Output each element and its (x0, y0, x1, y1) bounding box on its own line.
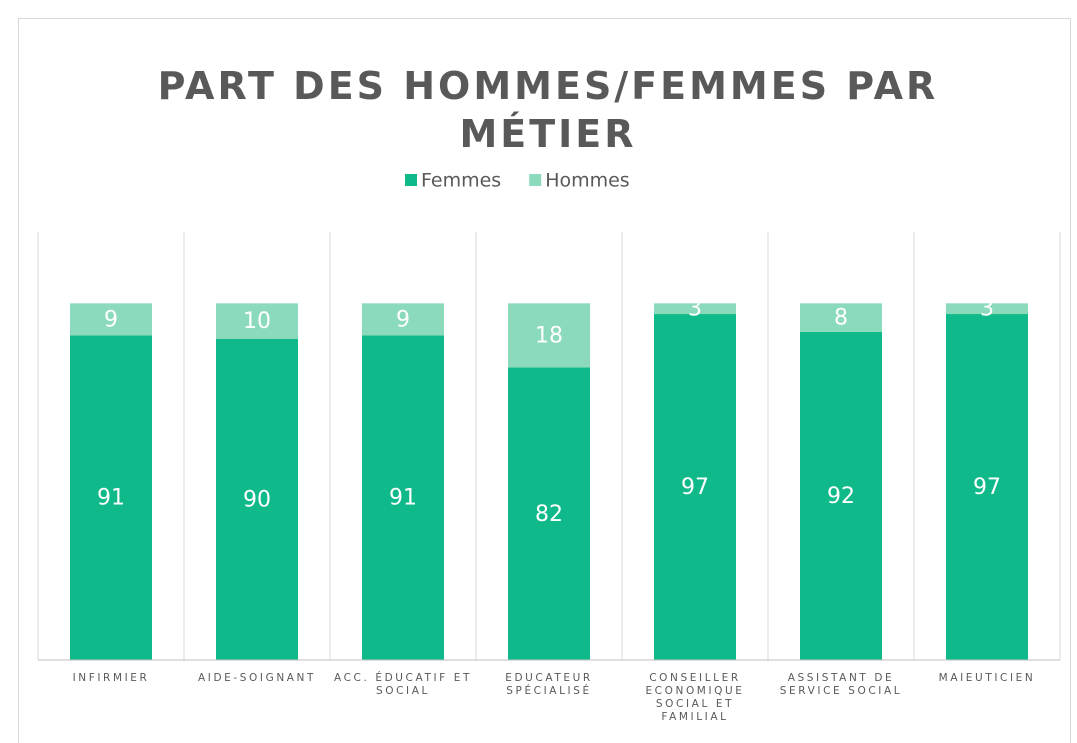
x-tick-label: ASSISTANT DE SERVICE SOCIAL (779, 672, 903, 697)
x-tick-label: AIDE-SOIGNANT (197, 672, 317, 684)
data-label: 90 (243, 488, 271, 513)
data-label: 97 (681, 475, 709, 500)
chart-title: PART DES HOMMES/FEMMES PAR MÉTIER (157, 64, 939, 156)
legend-label: Hommes (545, 170, 630, 192)
bar-segment (654, 303, 736, 315)
bar-segment (800, 331, 882, 660)
bar-segment (362, 303, 444, 336)
legend-swatch (405, 174, 417, 186)
bar-segment (800, 303, 882, 332)
data-label: 8 (834, 306, 848, 331)
chart-border (18, 18, 1071, 743)
legend-label: Femmes (421, 170, 501, 192)
bar-segment (216, 339, 298, 660)
bar-segment (654, 314, 736, 660)
bar-segment (508, 303, 590, 368)
bar-segment (70, 303, 152, 336)
data-label: 9 (104, 307, 118, 332)
x-tick-label: CONSEILLER ECONOMIQUE SOCIAL ET FAMILIAL (645, 672, 745, 723)
bar-segment (70, 335, 152, 660)
bar-segment (362, 335, 444, 660)
data-label: 10 (243, 309, 271, 334)
bar-segment (216, 303, 298, 339)
x-tick-label: EDUCATEUR SPÉCIALISÉ (505, 672, 593, 697)
legend-swatch (529, 174, 542, 186)
data-label: 92 (827, 484, 855, 509)
bar-segment (946, 303, 1028, 315)
data-label: 97 (973, 475, 1001, 500)
data-label: 3 (688, 297, 702, 322)
bar-segment (508, 367, 590, 660)
data-label: 91 (97, 486, 125, 511)
data-label: 9 (396, 307, 410, 332)
data-label: 82 (535, 502, 563, 527)
data-label: 3 (980, 297, 994, 322)
bar-segment (946, 314, 1028, 660)
x-tick-label: INFIRMIER (72, 672, 150, 684)
x-tick-label: ACC. ÉDUCATIF ET SOCIAL (334, 672, 472, 697)
x-tick-label: MAIEUTICIEN (938, 672, 1036, 684)
data-label: 91 (389, 486, 417, 511)
data-label: 18 (535, 323, 563, 348)
